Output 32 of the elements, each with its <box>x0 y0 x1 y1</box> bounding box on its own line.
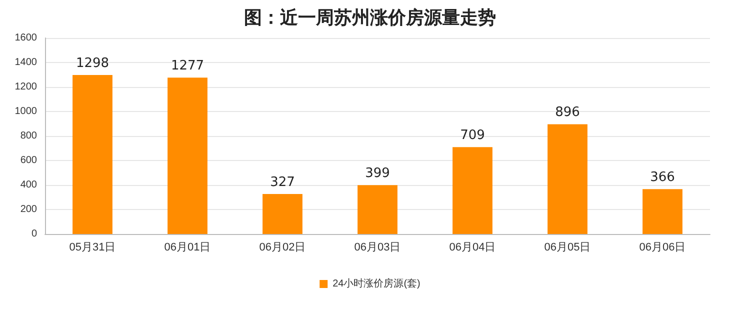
bar <box>548 124 588 234</box>
y-tick-label: 200 <box>20 204 38 215</box>
y-tick-label: 1600 <box>14 32 38 44</box>
legend-label: 24小时涨价房源(套) <box>332 278 420 290</box>
x-tick-label: 05月31日 <box>69 242 116 254</box>
bar <box>168 78 208 234</box>
bar <box>72 74 112 234</box>
data-label: 1298 <box>76 56 110 71</box>
data-label: 1277 <box>170 58 204 74</box>
data-label: 709 <box>460 128 485 144</box>
y-tick-label: 1200 <box>14 82 38 92</box>
bar <box>262 194 302 234</box>
x-tick-label: 06月05日 <box>544 242 591 254</box>
bar <box>642 189 682 234</box>
y-tick-label: 800 <box>20 130 38 142</box>
x-tick-label: 06月03日 <box>354 242 401 254</box>
y-tick-label: 400 <box>20 180 38 190</box>
bar <box>452 147 492 234</box>
x-tick-label: 06月04日 <box>449 242 496 254</box>
bar <box>358 185 398 234</box>
y-tick-label: 600 <box>20 155 38 166</box>
data-label: 327 <box>270 174 295 190</box>
x-tick-label: 06月02日 <box>259 242 306 254</box>
y-tick-label: 1400 <box>14 57 38 68</box>
x-tick-label: 06月06日 <box>639 242 686 254</box>
data-label: 896 <box>555 105 580 120</box>
x-tick-label: 06月01日 <box>164 242 211 254</box>
data-label: 366 <box>650 170 675 186</box>
y-tick-label: 1000 <box>14 106 38 117</box>
data-label: 399 <box>365 166 390 182</box>
y-tick-label: 0 <box>31 228 38 240</box>
chart-title: 图：近一周苏州涨价房源量走势 <box>244 8 496 28</box>
